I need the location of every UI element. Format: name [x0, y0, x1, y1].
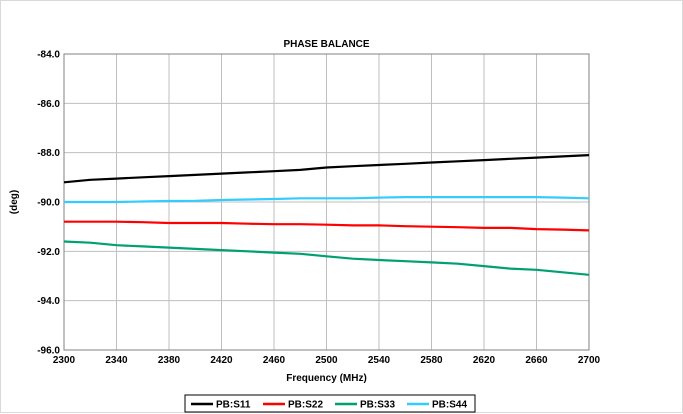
series-line-pb-s33: [63, 240, 590, 276]
y-axis-title: (deg): [9, 190, 20, 214]
x-tick-label: 2540: [368, 355, 391, 366]
legend-box: [184, 394, 476, 413]
x-tick-label: 2300: [53, 355, 76, 366]
y-tick-label: -86.0: [37, 99, 60, 110]
x-tick-label: 2380: [158, 355, 181, 366]
y-tick-label: -94.0: [37, 296, 60, 307]
x-tick-label: 2620: [473, 355, 496, 366]
y-axis: -84.0 -86.0 -88.0 -90.0 -92.0 -94.0 -96.0: [37, 50, 60, 357]
x-axis-title: Frequency (MHz): [286, 373, 367, 384]
y-tick-label: -90.0: [37, 198, 60, 209]
legend-label: PB:S22: [288, 400, 323, 411]
legend-label: PB:S33: [360, 400, 395, 411]
x-tick-label: 2660: [525, 355, 548, 366]
x-tick-label: 2580: [420, 355, 443, 366]
x-tick-label: 2700: [578, 355, 601, 366]
y-tick-label: -84.0: [37, 50, 60, 61]
series-line-pb-s11: [63, 154, 590, 184]
x-tick-label: 2340: [105, 355, 128, 366]
legend-label: PB:S44: [432, 400, 467, 411]
x-tick-label: 2420: [210, 355, 233, 366]
series-layer: [63, 154, 590, 276]
y-tick-label: -92.0: [37, 247, 60, 258]
series-line-pb-s22: [64, 220, 590, 232]
series-line-pb-s44: [64, 196, 590, 204]
x-tick-label: 2500: [315, 355, 338, 366]
legend-label: PB:S11: [216, 400, 251, 411]
x-tick-label: 2460: [263, 355, 286, 366]
legend: PB:S11 PB:S22 PB:S33 PB:S44: [184, 394, 476, 413]
y-tick-label: -88.0: [37, 148, 60, 159]
chart-title: PHASE BALANCE: [283, 39, 369, 50]
x-axis: 2300 2340 2380 2420 2460 2500 2540 2580 2620 2660…: [53, 355, 601, 366]
y-tick-label: -96.0: [37, 346, 60, 357]
